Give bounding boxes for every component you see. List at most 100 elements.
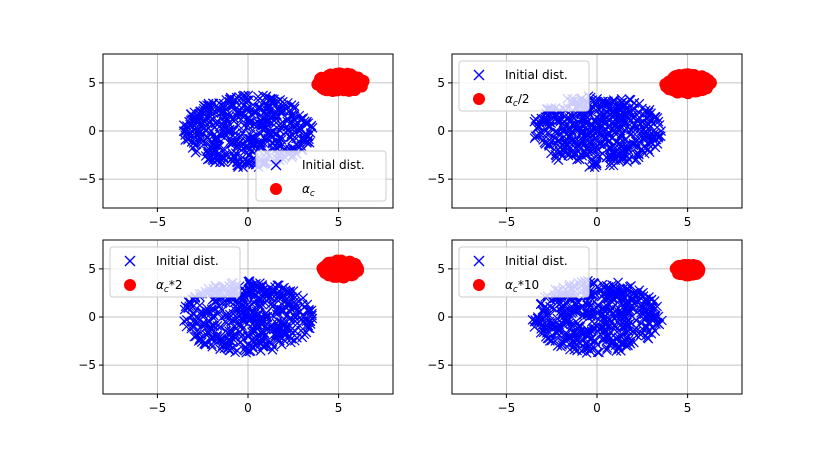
y-tick-label: −5 xyxy=(78,172,96,186)
x-marker-point xyxy=(626,281,636,291)
x-marker-point xyxy=(244,116,255,127)
circle-marker-point xyxy=(664,81,677,94)
x-marker-point xyxy=(640,294,651,304)
x-marker-point xyxy=(230,301,241,312)
x-marker-point xyxy=(210,144,220,154)
x-marker-point xyxy=(629,120,640,131)
x-marker-point xyxy=(638,109,649,120)
x-marker-point xyxy=(566,150,577,161)
x-marker-point xyxy=(608,160,619,171)
x-marker-point xyxy=(631,322,642,333)
x-marker-point xyxy=(275,106,285,117)
x-marker-point xyxy=(593,126,604,137)
subplot-bottom-left: −5 0 5 −5 0 5 Initial dist. αc*2 xyxy=(78,239,394,415)
legend-label: Initial dist. xyxy=(302,158,365,172)
circle-marker-point xyxy=(357,74,370,87)
series-alpha-c xyxy=(669,259,706,282)
x-marker-point xyxy=(541,310,552,321)
x-marker-point xyxy=(226,325,237,336)
x-marker-point xyxy=(270,129,281,140)
x-tick-label: 5 xyxy=(684,401,692,415)
x-marker-point xyxy=(239,110,250,121)
x-marker-point xyxy=(587,316,597,327)
x-marker-point xyxy=(591,160,602,171)
series-alpha-c xyxy=(311,67,370,97)
x-marker-point xyxy=(185,115,196,126)
legend-label: Initial dist. xyxy=(156,254,219,268)
x-marker-point xyxy=(268,300,278,311)
x-marker-point xyxy=(643,333,654,344)
x-marker-point xyxy=(568,307,578,317)
subplot-top-left: −5 0 5 −5 0 5 Initial dist. αc xyxy=(78,53,394,229)
x-tick-label: 5 xyxy=(684,215,692,229)
x-marker-point xyxy=(227,156,238,167)
x-marker-point xyxy=(288,113,299,124)
x-marker-point xyxy=(617,154,628,165)
x-marker-point xyxy=(252,95,263,106)
x-marker-point xyxy=(182,134,193,145)
x-marker-point xyxy=(644,104,655,115)
x-marker-point xyxy=(581,297,591,308)
x-marker-point xyxy=(604,136,614,146)
x-tick-label: −5 xyxy=(498,215,516,229)
x-marker-point xyxy=(544,141,554,151)
x-marker-point xyxy=(218,151,228,162)
x-marker-point xyxy=(210,296,221,307)
x-marker-point xyxy=(238,344,249,355)
x-tick-label: −5 xyxy=(498,401,516,415)
x-marker-point xyxy=(653,116,664,127)
x-marker-point xyxy=(179,126,190,137)
x-marker-point xyxy=(218,116,229,127)
x-marker-point xyxy=(633,148,644,159)
x-marker-point xyxy=(598,109,609,120)
x-marker-point xyxy=(208,313,219,324)
x-marker-point xyxy=(203,148,213,159)
x-marker-point xyxy=(591,158,602,169)
x-marker-point xyxy=(592,308,602,318)
x-marker-point xyxy=(550,149,561,160)
x-marker-point xyxy=(302,299,313,310)
x-marker-point xyxy=(255,118,265,129)
x-marker-point xyxy=(244,113,255,124)
x-marker-point xyxy=(275,121,286,132)
x-marker-point xyxy=(202,132,213,143)
x-marker-point xyxy=(290,298,301,309)
x-marker-point xyxy=(295,126,306,137)
x-marker-point xyxy=(250,311,261,322)
x-marker-point xyxy=(563,150,574,161)
x-marker-point xyxy=(241,97,252,108)
x-marker-point xyxy=(616,308,627,319)
x-marker-point xyxy=(537,304,548,315)
x-marker-point xyxy=(201,303,212,314)
x-marker-point xyxy=(650,142,661,153)
x-marker-point xyxy=(225,336,236,347)
legend-label: Initial dist. xyxy=(505,68,568,82)
x-marker-point xyxy=(632,290,643,301)
x-marker-point xyxy=(631,330,642,341)
x-marker-point xyxy=(646,108,656,119)
x-marker-point xyxy=(580,123,591,134)
x-marker-point xyxy=(620,293,631,304)
legend-box xyxy=(109,246,241,298)
x-marker-point xyxy=(297,310,308,321)
x-marker-point xyxy=(652,301,663,312)
circle-marker-point xyxy=(672,267,685,280)
legend-box xyxy=(458,60,590,112)
x-marker-point xyxy=(270,282,281,293)
x-marker-point xyxy=(588,278,599,288)
x-marker-point xyxy=(598,113,609,124)
x-marker-point xyxy=(605,337,616,348)
x-marker-point xyxy=(192,145,202,156)
x-marker-point xyxy=(255,315,266,326)
x-marker-point xyxy=(585,339,596,350)
legend-label: αc xyxy=(302,182,315,199)
x-marker-point xyxy=(196,120,207,130)
x-marker-point xyxy=(264,116,275,127)
x-marker-point xyxy=(188,316,199,327)
x-marker-point xyxy=(582,307,593,318)
x-marker-point xyxy=(204,117,215,128)
x-marker-point xyxy=(241,105,252,116)
x-marker-point xyxy=(580,150,591,160)
